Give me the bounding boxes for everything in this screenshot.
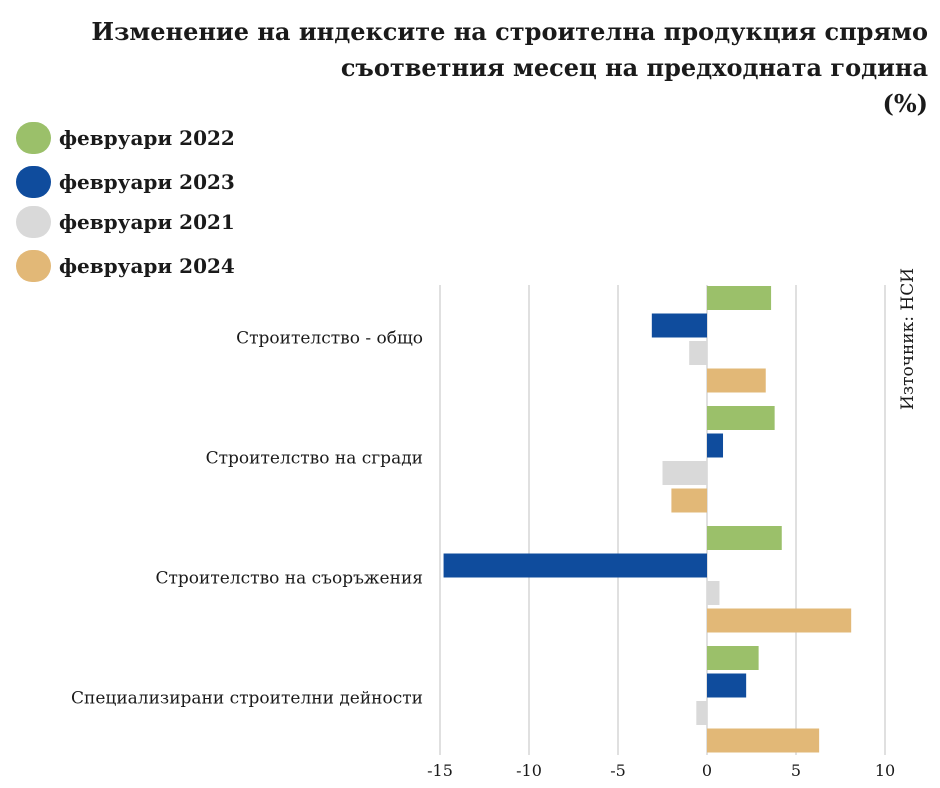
category-label: Строителство - общо (236, 329, 423, 349)
bar (707, 526, 782, 550)
category-label: Строителство на съоръжения (156, 569, 423, 589)
bar (707, 433, 724, 458)
category-labels: Строителство - общо Строителство на сград… (71, 329, 423, 709)
legend-label: февруари 2024 (59, 254, 235, 278)
legend-label: февруари 2023 (59, 170, 235, 194)
category-label: Строителство на сгради (206, 449, 423, 469)
bar (707, 368, 766, 393)
category-label: Специализирани строителни дейности (71, 689, 423, 709)
legend-label: февруари 2022 (59, 126, 235, 150)
legend-swatch (16, 122, 51, 154)
legend-item: февруари 2021 (16, 202, 276, 242)
title-line: съответния месец на предходната година (340, 53, 928, 82)
legend-swatch (16, 206, 51, 238)
x-tick-label: 10 (875, 761, 895, 780)
bar (707, 286, 772, 310)
bar (671, 488, 707, 513)
bar (696, 701, 707, 725)
x-tick-label: -10 (516, 761, 542, 780)
bar (707, 728, 820, 753)
legend-swatch (16, 166, 51, 198)
title-line: Изменение на индексите на строителна про… (91, 17, 928, 46)
legend-swatch (16, 250, 51, 282)
bar (707, 581, 720, 605)
bar (662, 461, 707, 485)
x-axis-tick-labels: -15 -10 -5 0 5 10 (427, 761, 895, 780)
x-tick-label: 0 (702, 761, 712, 780)
legend-item: февруари 2022 (16, 118, 276, 158)
x-tick-label: -15 (427, 761, 453, 780)
bar (707, 646, 759, 670)
bar (651, 313, 707, 338)
gridlines (439, 285, 886, 755)
legend-item: февруари 2023 (16, 162, 276, 202)
chart-title: Изменение на индексите на строителна про… (48, 14, 928, 122)
bar (689, 341, 707, 365)
bar (443, 553, 707, 578)
legend-item: февруари 2024 (16, 246, 276, 286)
title-line: (%) (882, 89, 928, 118)
x-tick-label: -5 (610, 761, 626, 780)
bars (443, 286, 852, 753)
bar (707, 608, 852, 633)
x-tick-label: 5 (791, 761, 801, 780)
legend-label: февруари 2021 (59, 210, 235, 234)
bar (707, 406, 775, 430)
bar (707, 673, 747, 698)
